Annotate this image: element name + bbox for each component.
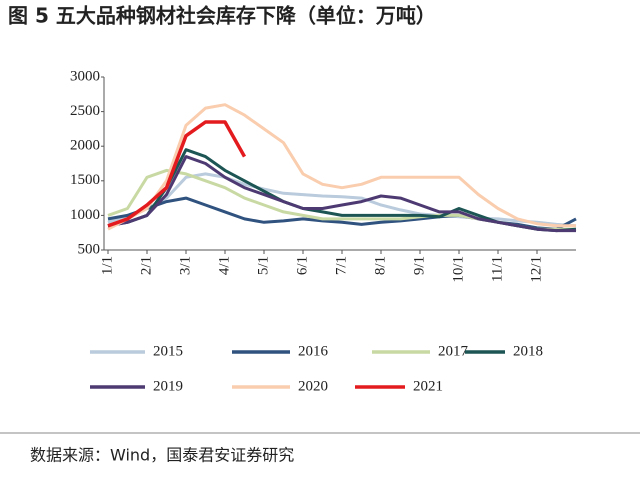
x-tick-label: 4/1	[216, 256, 232, 275]
legend-label: 2018	[513, 343, 543, 359]
legend-label: 2020	[298, 378, 328, 394]
x-tick-label: 10/1	[450, 256, 466, 283]
x-tick-label: 2/1	[138, 256, 154, 275]
x-tick-label: 12/1	[528, 256, 544, 283]
x-tick-label: 8/1	[372, 256, 388, 275]
legend-label: 2017	[438, 343, 469, 359]
x-tick-label: 6/1	[294, 256, 310, 275]
legend-label: 2019	[153, 378, 183, 394]
series-line	[107, 172, 577, 228]
x-tick-label: 7/1	[333, 256, 349, 275]
y-tick-label: 1000	[70, 207, 100, 223]
series-line	[107, 103, 576, 231]
legend-label: 2015	[153, 343, 183, 359]
x-tick-label: 3/1	[177, 256, 193, 275]
y-tick-label: 3000	[70, 68, 100, 84]
x-tick-label: 9/1	[411, 256, 427, 275]
chart-title: 图 5 五大品种钢材社会库存下降（单位：万吨）	[8, 4, 436, 28]
x-tick-label: 5/1	[255, 256, 271, 275]
x-tick-label: 11/1	[489, 256, 505, 282]
y-tick-label: 2500	[70, 103, 100, 119]
y-tick-label: 500	[78, 241, 101, 257]
legend-label: 2021	[413, 378, 443, 394]
source: 数据来源：Wind，国泰君安证券研究	[30, 446, 294, 465]
series-line	[107, 155, 576, 233]
x-tick-label: 1/1	[99, 256, 115, 275]
series-line	[107, 120, 247, 228]
y-tick-label: 2000	[70, 138, 100, 154]
y-tick-label: 1500	[70, 172, 100, 188]
legend-label: 2016	[298, 343, 329, 359]
